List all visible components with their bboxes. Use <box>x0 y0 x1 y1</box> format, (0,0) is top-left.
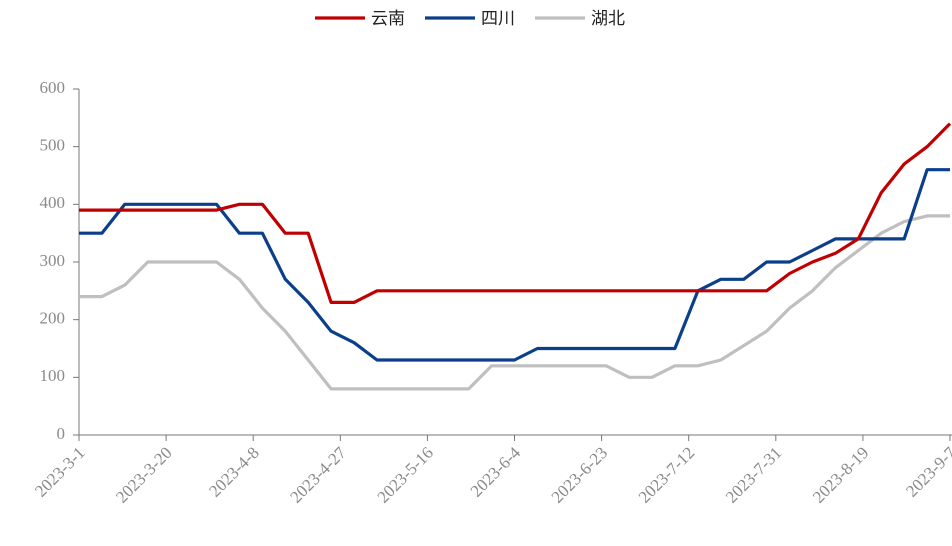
x-tick-label: 2023-7-31 <box>722 443 786 507</box>
x-tick-label: 2023-3-1 <box>31 443 89 501</box>
y-tick-label: 500 <box>40 136 66 155</box>
legend-label: 四川 <box>481 9 515 29</box>
y-tick-label: 400 <box>40 193 66 212</box>
series-line <box>79 214 950 391</box>
y-tick-label: 100 <box>40 366 66 385</box>
x-tick-label: 2023-9-7 <box>902 443 952 501</box>
legend-label: 湖北 <box>591 9 625 29</box>
x-tick-label: 2023-6-4 <box>467 443 525 501</box>
legend-label: 云南 <box>371 9 405 29</box>
x-tick-label: 2023-6-23 <box>548 443 612 507</box>
x-tick-label: 2023-8-19 <box>809 443 873 507</box>
y-tick-label: 600 <box>40 78 66 97</box>
x-tick-label: 2023-5-16 <box>373 443 437 507</box>
y-tick-label: 200 <box>40 309 66 328</box>
x-tick-label: 2023-3-20 <box>112 443 176 507</box>
series-line <box>79 122 952 304</box>
x-tick-label: 2023-7-12 <box>635 443 699 507</box>
x-tick-label: 2023-4-8 <box>205 443 263 501</box>
y-tick-label: 0 <box>57 424 66 443</box>
x-tick-label: 2023-4-27 <box>286 443 350 507</box>
series-line <box>79 168 950 362</box>
y-tick-label: 300 <box>40 251 66 270</box>
